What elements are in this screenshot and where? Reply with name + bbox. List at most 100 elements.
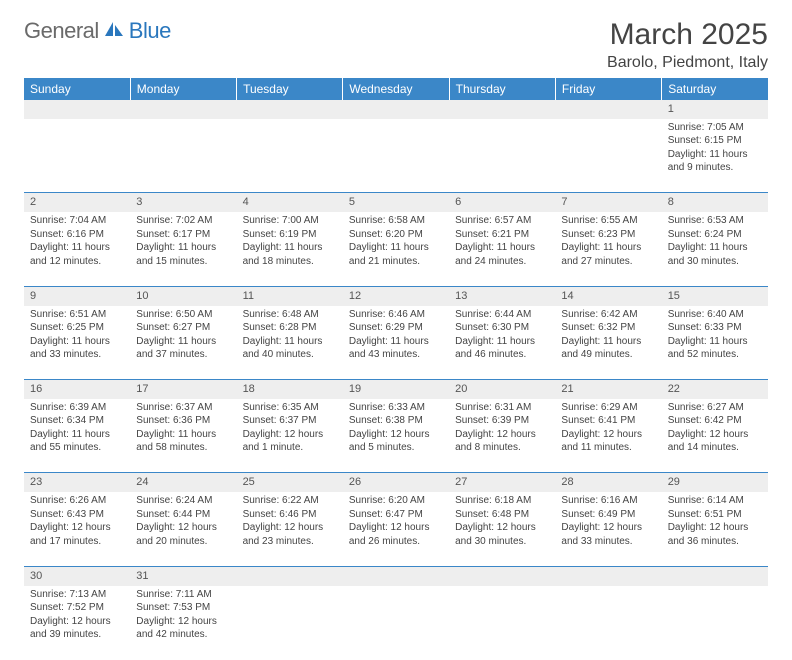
sunset-text: Sunset: 6:17 PM (136, 228, 230, 242)
daylight-text: Daylight: 11 hours and 58 minutes. (136, 428, 230, 455)
logo: General Blue (24, 18, 171, 44)
day-cell: Sunrise: 7:05 AMSunset: 6:15 PMDaylight:… (662, 119, 768, 193)
day-cell: Sunrise: 6:22 AMSunset: 6:46 PMDaylight:… (237, 492, 343, 566)
weekday-header: Tuesday (237, 78, 343, 100)
day-number-cell: 22 (662, 380, 768, 399)
day-number-cell (24, 100, 130, 119)
daylight-text: Daylight: 12 hours and 33 minutes. (561, 521, 655, 548)
sunset-text: Sunset: 6:32 PM (561, 321, 655, 335)
day-cell: Sunrise: 6:44 AMSunset: 6:30 PMDaylight:… (449, 306, 555, 380)
daylight-text: Daylight: 12 hours and 14 minutes. (668, 428, 762, 455)
sunset-text: Sunset: 6:41 PM (561, 414, 655, 428)
week-row: Sunrise: 6:39 AMSunset: 6:34 PM Daylight:… (24, 399, 768, 473)
sunrise-text: Sunrise: 6:31 AM (455, 401, 549, 415)
week-row: Sunrise: 7:13 AMSunset: 7:52 PMDaylight:… (24, 586, 768, 660)
daylight-text: Daylight: 11 hours and 46 minutes. (455, 335, 549, 362)
daylight-text: Daylight: 12 hours and 39 minutes. (30, 615, 124, 642)
daylight-text: Daylight: 11 hours and 52 minutes. (668, 335, 762, 362)
sunrise-text: Sunrise: 6:40 AM (668, 308, 762, 322)
sunset-text: Sunset: 6:25 PM (30, 321, 124, 335)
day-cell: Sunrise: 6:16 AMSunset: 6:49 PMDaylight:… (555, 492, 661, 566)
weekday-header-row: SundayMondayTuesdayWednesdayThursdayFrid… (24, 78, 768, 100)
daylight-text: Daylight: 11 hours and 40 minutes. (243, 335, 337, 362)
sunrise-text: Sunrise: 6:24 AM (136, 494, 230, 508)
day-number-cell: 16 (24, 380, 130, 399)
day-number-cell: 30 (24, 566, 130, 585)
sunrise-text: Sunrise: 6:14 AM (668, 494, 762, 508)
day-number-cell: 8 (662, 193, 768, 212)
day-cell: Sunrise: 6:31 AMSunset: 6:39 PMDaylight:… (449, 399, 555, 473)
day-cell: Sunrise: 6:20 AMSunset: 6:47 PMDaylight:… (343, 492, 449, 566)
sunset-text: Sunset: 6:43 PM (30, 508, 124, 522)
day-cell: Sunrise: 7:04 AMSunset: 6:16 PMDaylight:… (24, 212, 130, 286)
daylight-text: Daylight: 12 hours and 1 minute. (243, 428, 337, 455)
day-number-cell (237, 566, 343, 585)
weekday-header: Sunday (24, 78, 130, 100)
sunset-text: Sunset: 6:47 PM (349, 508, 443, 522)
day-cell: Sunrise: 6:18 AMSunset: 6:48 PMDaylight:… (449, 492, 555, 566)
week-row: Sunrise: 7:04 AMSunset: 6:16 PMDaylight:… (24, 212, 768, 286)
day-number-cell: 23 (24, 473, 130, 492)
sunset-text: Sunset: 6:49 PM (561, 508, 655, 522)
sunrise-text: Sunrise: 6:39 AM (30, 401, 124, 415)
day-number-cell: 12 (343, 286, 449, 305)
sunrise-text: Sunrise: 6:29 AM (561, 401, 655, 415)
day-cell (449, 119, 555, 193)
day-number-cell: 2 (24, 193, 130, 212)
day-cell (130, 119, 236, 193)
day-number-row: 9101112131415 (24, 286, 768, 305)
sunset-text: Sunset: 6:38 PM (349, 414, 443, 428)
day-cell: Sunrise: 6:48 AMSunset: 6:28 PMDaylight:… (237, 306, 343, 380)
day-cell: Sunrise: 7:13 AMSunset: 7:52 PMDaylight:… (24, 586, 130, 660)
sunrise-text: Sunrise: 6:51 AM (30, 308, 124, 322)
sunset-text: Sunset: 6:28 PM (243, 321, 337, 335)
daylight-text: Daylight: 12 hours and 26 minutes. (349, 521, 443, 548)
day-cell (237, 119, 343, 193)
day-number-row: 1 (24, 100, 768, 119)
weekday-header: Wednesday (343, 78, 449, 100)
weekday-header: Saturday (662, 78, 768, 100)
day-cell: Sunrise: 6:40 AMSunset: 6:33 PMDaylight:… (662, 306, 768, 380)
sunset-text: Sunset: 6:39 PM (455, 414, 549, 428)
day-cell (662, 586, 768, 660)
sunrise-text: Sunrise: 6:46 AM (349, 308, 443, 322)
day-cell (343, 586, 449, 660)
sunset-text: Sunset: 6:34 PM (30, 414, 124, 428)
day-number-cell: 11 (237, 286, 343, 305)
sunrise-text: Sunrise: 6:16 AM (561, 494, 655, 508)
day-cell: Sunrise: 6:58 AMSunset: 6:20 PMDaylight:… (343, 212, 449, 286)
day-cell (343, 119, 449, 193)
day-number-cell (237, 100, 343, 119)
day-number-row: 23242526272829 (24, 473, 768, 492)
daylight-text: Daylight: 11 hours and 43 minutes. (349, 335, 443, 362)
daylight-text: Daylight: 11 hours and 9 minutes. (668, 148, 762, 175)
day-number-cell: 18 (237, 380, 343, 399)
sunset-text: Sunset: 6:51 PM (668, 508, 762, 522)
week-row: Sunrise: 6:26 AMSunset: 6:43 PMDaylight:… (24, 492, 768, 566)
daylight-text: Daylight: 12 hours and 11 minutes. (561, 428, 655, 455)
sunrise-text: Sunrise: 7:11 AM (136, 588, 230, 602)
daylight-text: Daylight: 12 hours and 30 minutes. (455, 521, 549, 548)
day-number-cell (449, 100, 555, 119)
daylight-text: Daylight: 12 hours and 36 minutes. (668, 521, 762, 548)
day-cell: Sunrise: 6:27 AMSunset: 6:42 PMDaylight:… (662, 399, 768, 473)
sunrise-text: Sunrise: 6:50 AM (136, 308, 230, 322)
day-cell: Sunrise: 6:14 AMSunset: 6:51 PMDaylight:… (662, 492, 768, 566)
day-number-cell (662, 566, 768, 585)
day-number-cell: 29 (662, 473, 768, 492)
day-cell: Sunrise: 6:29 AMSunset: 6:41 PMDaylight:… (555, 399, 661, 473)
day-cell: Sunrise: 6:53 AMSunset: 6:24 PMDaylight:… (662, 212, 768, 286)
sunrise-text: Sunrise: 6:22 AM (243, 494, 337, 508)
day-number-cell: 13 (449, 286, 555, 305)
logo-text-general: General (24, 18, 99, 44)
daylight-text: Daylight: 11 hours and 27 minutes. (561, 241, 655, 268)
daylight-text: Daylight: 12 hours and 42 minutes. (136, 615, 230, 642)
sail-icon (103, 20, 125, 43)
sunrise-text: Sunrise: 6:37 AM (136, 401, 230, 415)
sunset-text: Sunset: 6:20 PM (349, 228, 443, 242)
sunset-text: Sunset: 6:24 PM (668, 228, 762, 242)
day-number-cell: 7 (555, 193, 661, 212)
day-cell (555, 119, 661, 193)
sunset-text: Sunset: 6:46 PM (243, 508, 337, 522)
day-cell: Sunrise: 6:37 AMSunset: 6:36 PMDaylight:… (130, 399, 236, 473)
